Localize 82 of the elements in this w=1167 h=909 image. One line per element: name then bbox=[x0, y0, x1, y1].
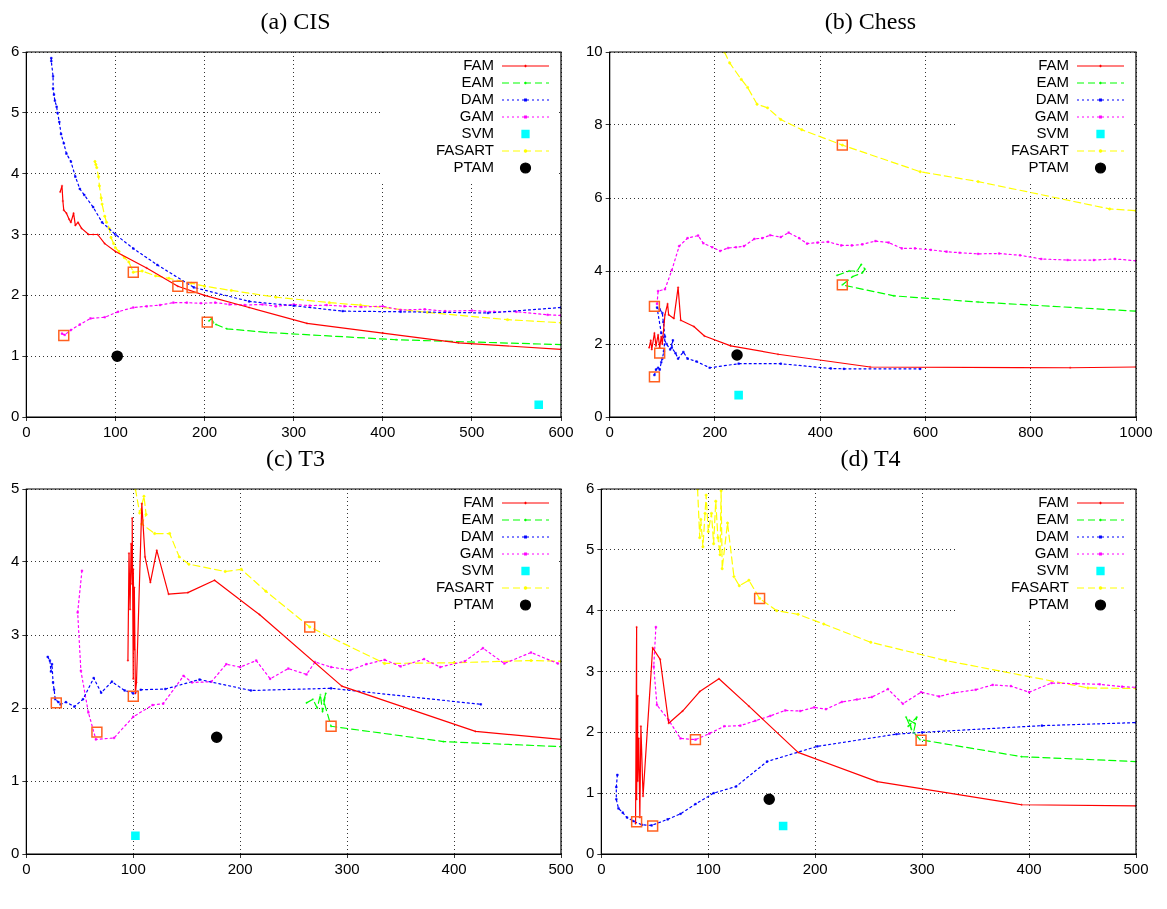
y-tick-label: 6 bbox=[11, 42, 20, 60]
legend-label: FAM bbox=[463, 493, 494, 511]
x-tick-label: 600 bbox=[548, 423, 574, 441]
x-tick-label: 200 bbox=[702, 423, 728, 441]
legend-label: SVM bbox=[1036, 124, 1069, 142]
y-tick-label: 4 bbox=[11, 552, 20, 570]
y-tick-label: 4 bbox=[11, 163, 20, 181]
y-tick-label: 8 bbox=[594, 115, 603, 133]
legend-label: EAM bbox=[461, 73, 494, 91]
x-tick-label: 200 bbox=[227, 860, 253, 878]
legend-label: GAM bbox=[1034, 107, 1069, 125]
legend-label: EAM bbox=[1036, 510, 1069, 528]
y-tick-label: 3 bbox=[11, 625, 20, 643]
legend-label: PTAM bbox=[1028, 158, 1069, 176]
legend-label: FAM bbox=[1038, 56, 1069, 74]
x-tick-label: 100 bbox=[695, 860, 721, 878]
legend-label: SVM bbox=[461, 561, 494, 579]
y-tick-label: 0 bbox=[594, 407, 603, 425]
y-tick-label: 5 bbox=[11, 479, 20, 497]
legend-label: PTAM bbox=[1028, 595, 1069, 613]
y-tick-label: 0 bbox=[11, 407, 20, 425]
x-tick-label: 300 bbox=[909, 860, 935, 878]
legend-label: FAM bbox=[463, 56, 494, 74]
y-tick-label: 2 bbox=[11, 698, 20, 716]
legend-label: DAM bbox=[1035, 527, 1069, 545]
y-tick-label: 5 bbox=[586, 539, 595, 557]
x-tick-label: 600 bbox=[912, 423, 938, 441]
y-tick-label: 4 bbox=[594, 261, 603, 279]
x-tick-label: 0 bbox=[22, 860, 31, 878]
legend-label: EAM bbox=[461, 510, 494, 528]
legend-label: SVM bbox=[1036, 561, 1069, 579]
x-tick-label: 400 bbox=[441, 860, 467, 878]
y-tick-label: 0 bbox=[586, 844, 595, 862]
chart-title: (a) CIS bbox=[259, 8, 332, 36]
y-tick-label: 2 bbox=[11, 285, 20, 303]
x-tick-label: 400 bbox=[370, 423, 396, 441]
x-tick-label: 0 bbox=[605, 423, 614, 441]
legend-label: GAM bbox=[459, 544, 494, 562]
y-tick-label: 3 bbox=[11, 224, 20, 242]
x-tick-label: 400 bbox=[807, 423, 833, 441]
y-tick-label: 10 bbox=[586, 42, 603, 60]
chart-title: (d) T4 bbox=[839, 445, 902, 473]
y-tick-label: 5 bbox=[11, 102, 20, 120]
x-tick-label: 800 bbox=[1018, 423, 1044, 441]
x-tick-label: 400 bbox=[1016, 860, 1042, 878]
legend-label: DAM bbox=[460, 90, 494, 108]
x-tick-label: 200 bbox=[192, 423, 218, 441]
x-tick-label: 500 bbox=[548, 860, 574, 878]
legend-label: FASART bbox=[1010, 141, 1069, 159]
legend-label: FASART bbox=[435, 578, 494, 596]
x-tick-label: 500 bbox=[1123, 860, 1149, 878]
legend-label: GAM bbox=[1034, 544, 1069, 562]
legend-label: FASART bbox=[435, 141, 494, 159]
legend-label: GAM bbox=[459, 107, 494, 125]
y-tick-label: 0 bbox=[11, 844, 20, 862]
y-tick-label: 2 bbox=[586, 722, 595, 740]
y-tick-label: 1 bbox=[11, 771, 20, 789]
y-tick-label: 2 bbox=[594, 334, 603, 352]
legend-label: FAM bbox=[1038, 493, 1069, 511]
x-tick-label: 0 bbox=[22, 423, 31, 441]
y-tick-label: 4 bbox=[586, 600, 595, 618]
x-tick-label: 1000 bbox=[1119, 423, 1153, 441]
y-tick-label: 3 bbox=[586, 661, 595, 679]
x-tick-label: 200 bbox=[802, 860, 828, 878]
x-tick-label: 300 bbox=[281, 423, 307, 441]
legend-label: SVM bbox=[461, 124, 494, 142]
x-tick-label: 100 bbox=[120, 860, 146, 878]
legend-label: DAM bbox=[460, 527, 494, 545]
y-tick-label: 6 bbox=[594, 188, 603, 206]
legend-label: DAM bbox=[1035, 90, 1069, 108]
x-tick-label: 300 bbox=[334, 860, 360, 878]
y-tick-label: 6 bbox=[586, 479, 595, 497]
legend-label: PTAM bbox=[453, 595, 494, 613]
chart-title: (c) T3 bbox=[265, 445, 326, 473]
chart-title: (b) Chess bbox=[823, 8, 918, 36]
y-tick-label: 1 bbox=[11, 346, 20, 364]
y-tick-label: 1 bbox=[586, 783, 595, 801]
legend-label: FASART bbox=[1010, 578, 1069, 596]
legend-label: EAM bbox=[1036, 73, 1069, 91]
x-tick-label: 500 bbox=[459, 423, 485, 441]
legend-label: PTAM bbox=[453, 158, 494, 176]
x-tick-label: 100 bbox=[102, 423, 128, 441]
